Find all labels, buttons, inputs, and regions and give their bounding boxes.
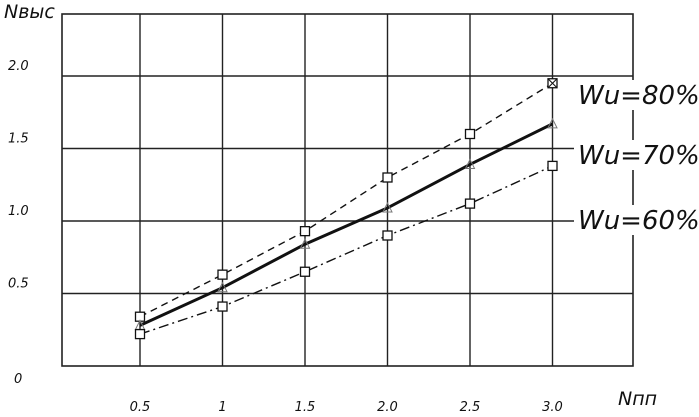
series-line-3 (139, 165, 553, 335)
series-label-3: Wu=60% (578, 206, 699, 236)
plot-frame (61, 13, 634, 367)
series-label-1: Wu=80%, (578, 81, 699, 111)
data-point (464, 158, 476, 169)
data-point (382, 201, 393, 213)
series-group (134, 78, 558, 340)
y-tick-label: 1.0 (8, 204, 29, 219)
data-point (299, 238, 311, 249)
series-label-2: Wu=70% (578, 141, 699, 171)
x-tick-label: 1 (218, 400, 226, 415)
data-point (217, 281, 228, 293)
series-line-2 (139, 122, 554, 327)
data-point-cross (547, 78, 558, 89)
data-point (299, 225, 311, 237)
data-point (382, 172, 393, 183)
x-tick-label: 2.0 (377, 400, 398, 415)
y-axis-label: Nвыс (4, 1, 55, 23)
y-tick-label: 1.5 (8, 132, 29, 147)
data-point (547, 117, 558, 129)
data-point (217, 301, 228, 312)
series-label-backdrop (574, 140, 694, 170)
x-tick-label: 0.5 (130, 400, 151, 415)
grid (61, 13, 634, 367)
data-point (547, 160, 558, 172)
data-point (382, 230, 393, 241)
y-tick-label: 2.0 (8, 59, 29, 74)
series-labels: Wu=80%, Wu=70% Wu=60% (574, 80, 699, 236)
y-tick-label: 0.5 (8, 277, 29, 292)
x-axis-label: Nпп (618, 388, 657, 410)
data-point (299, 266, 311, 277)
x-tick-label: 3.0 (542, 400, 563, 415)
data-point (464, 198, 476, 209)
series-line-1 (139, 82, 553, 318)
series-label-backdrop (574, 205, 694, 235)
tick-labels: 0.5 1 1.5 2.0 2.5 3.0 0.5 1.0 1.5 2.0 (8, 59, 563, 415)
series-label-backdrop (574, 80, 694, 110)
x-tick-label: 1.5 (295, 400, 316, 415)
data-point (134, 328, 146, 340)
data-point (217, 269, 228, 280)
data-point (464, 128, 476, 140)
origin-label: 0 (14, 372, 22, 387)
x-tick-label: 2.5 (460, 400, 481, 415)
